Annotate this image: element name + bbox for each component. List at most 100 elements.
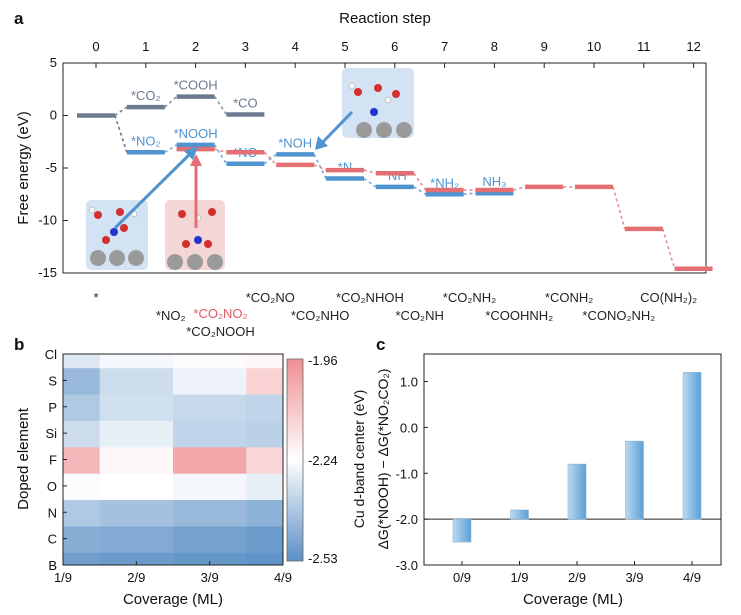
y-axis-title-b: Doped element [15, 407, 32, 510]
heatmap-cell [173, 419, 248, 448]
x-tick-label: 3/9 [201, 570, 219, 585]
bottom-state-label: *CO₂NHO [291, 308, 350, 323]
top-tick-label: 3 [242, 39, 249, 54]
connector-line [363, 169, 377, 175]
heatmap-cell [63, 393, 101, 421]
inset-bg-red [165, 200, 225, 270]
intermediate-label: *NH₂ [430, 175, 459, 190]
o-atom [120, 224, 128, 232]
bottom-state-label: CO(NH₂)₂ [640, 290, 697, 305]
y-axis-title-c: ΔG(*NOOH) − ΔG(*NO₂CO₂) [375, 369, 391, 550]
x-tick-label: 2/9 [568, 570, 586, 585]
heatmap-cell [173, 499, 248, 527]
y-tick-label: Si [45, 426, 57, 441]
inset-bg-blue [342, 68, 414, 138]
cu-atom [109, 250, 125, 266]
heatmap-cell [246, 525, 283, 553]
arrow-blue-down [320, 110, 354, 145]
x-tick-label: 3/9 [625, 570, 643, 585]
bar [625, 440, 644, 520]
x-axis-title-b: Coverage (ML) [123, 591, 223, 608]
heatmap-cell [173, 525, 248, 553]
heatmap-cell [246, 472, 283, 501]
intermediate-label: *NO₂ [131, 133, 161, 148]
inset-structure-co2no2 [165, 200, 225, 270]
h-atom [384, 96, 392, 104]
n-atom [370, 108, 378, 116]
heatmap-cell [63, 446, 101, 474]
intermediate-label: *CO₂ [131, 88, 161, 103]
connector-line [313, 164, 327, 171]
intermediate-label: *NOH [278, 135, 312, 150]
y-tick-label: -2.0 [396, 512, 418, 527]
connector-line [513, 186, 526, 191]
panel-c-bars [452, 372, 702, 543]
h-atom [88, 206, 96, 214]
heatmap-cell [99, 525, 174, 553]
y-tick-label: B [48, 558, 57, 573]
panel-c-axes: 1.0 0.0 -1.0 -2.0 -3.0 0/9 1/9 2/9 3/9 4/9 [396, 375, 721, 585]
connector-line [263, 153, 277, 165]
heatmap-cell [173, 472, 248, 501]
top-tick-label: 2 [192, 39, 199, 54]
o-atom [94, 211, 102, 219]
cu-atom [167, 254, 183, 270]
bottom-state-label: *CO₂NH₂ [443, 290, 496, 305]
connector-line [114, 106, 128, 117]
top-tick-label: 1 [142, 39, 149, 54]
heatmap-cell [99, 499, 174, 527]
y-tick-label: -1.0 [396, 466, 418, 481]
y-tick-label: -15 [38, 265, 57, 280]
intermediate-label: NH₃ [482, 174, 506, 189]
y-tick-label: O [47, 479, 57, 494]
o-atom [178, 210, 186, 218]
colorbar-title: Cu d-band center (eV) [351, 390, 367, 529]
arrow-head [184, 146, 198, 160]
connector-line [263, 151, 277, 166]
heatmap-cell [63, 551, 101, 565]
connector-line [612, 186, 626, 230]
heatmap-cell [99, 472, 174, 501]
x-axis-title-c: Coverage (ML) [523, 591, 623, 608]
pathway-arrows [113, 110, 354, 230]
panel-a-bottom-labels: * *NO₂ *CO₂NO₂ *CO₂NOOH *CO₂NO *CO₂NHO *CO₂NHO… [93, 290, 697, 339]
connector-line [214, 148, 227, 154]
o-atom [354, 88, 362, 96]
x-tick-label: 4/9 [683, 570, 701, 585]
connector-line [463, 192, 476, 196]
connector-line [164, 96, 178, 108]
x-tick-label: 1/9 [510, 570, 528, 585]
colorbar-tick-label: -2.53 [308, 551, 338, 566]
inset-structure-noh [342, 68, 414, 138]
n-atom [110, 228, 118, 236]
heatmap-cell [63, 367, 101, 395]
y-tick-label: S [48, 373, 57, 388]
y-tick-label: -10 [38, 213, 57, 228]
panel-c-frame [423, 353, 722, 566]
bar [510, 509, 529, 520]
top-tick-label: 6 [391, 39, 398, 54]
o-atom [102, 236, 110, 244]
heatmap-cell [246, 367, 283, 395]
y-tick-label: -3.0 [396, 558, 418, 573]
colorbar [286, 358, 304, 562]
o-atom [392, 90, 400, 98]
heatmap-cell [63, 499, 101, 527]
y-tick-label: -5 [45, 160, 57, 175]
heatmap-cell [99, 446, 174, 474]
top-tick-label: 5 [341, 39, 348, 54]
y-tick-label: N [48, 505, 57, 520]
y-tick-label: 1.0 [400, 375, 418, 390]
cu-atom [128, 250, 144, 266]
h-atom [348, 82, 356, 90]
cu-atom [356, 122, 372, 138]
connector-line [363, 177, 377, 188]
heatmap-cell [63, 354, 101, 369]
panel-label-b: b [14, 335, 24, 354]
heatmap-cell [63, 525, 101, 553]
connector-line [164, 144, 178, 153]
heatmap-cell [246, 446, 283, 474]
